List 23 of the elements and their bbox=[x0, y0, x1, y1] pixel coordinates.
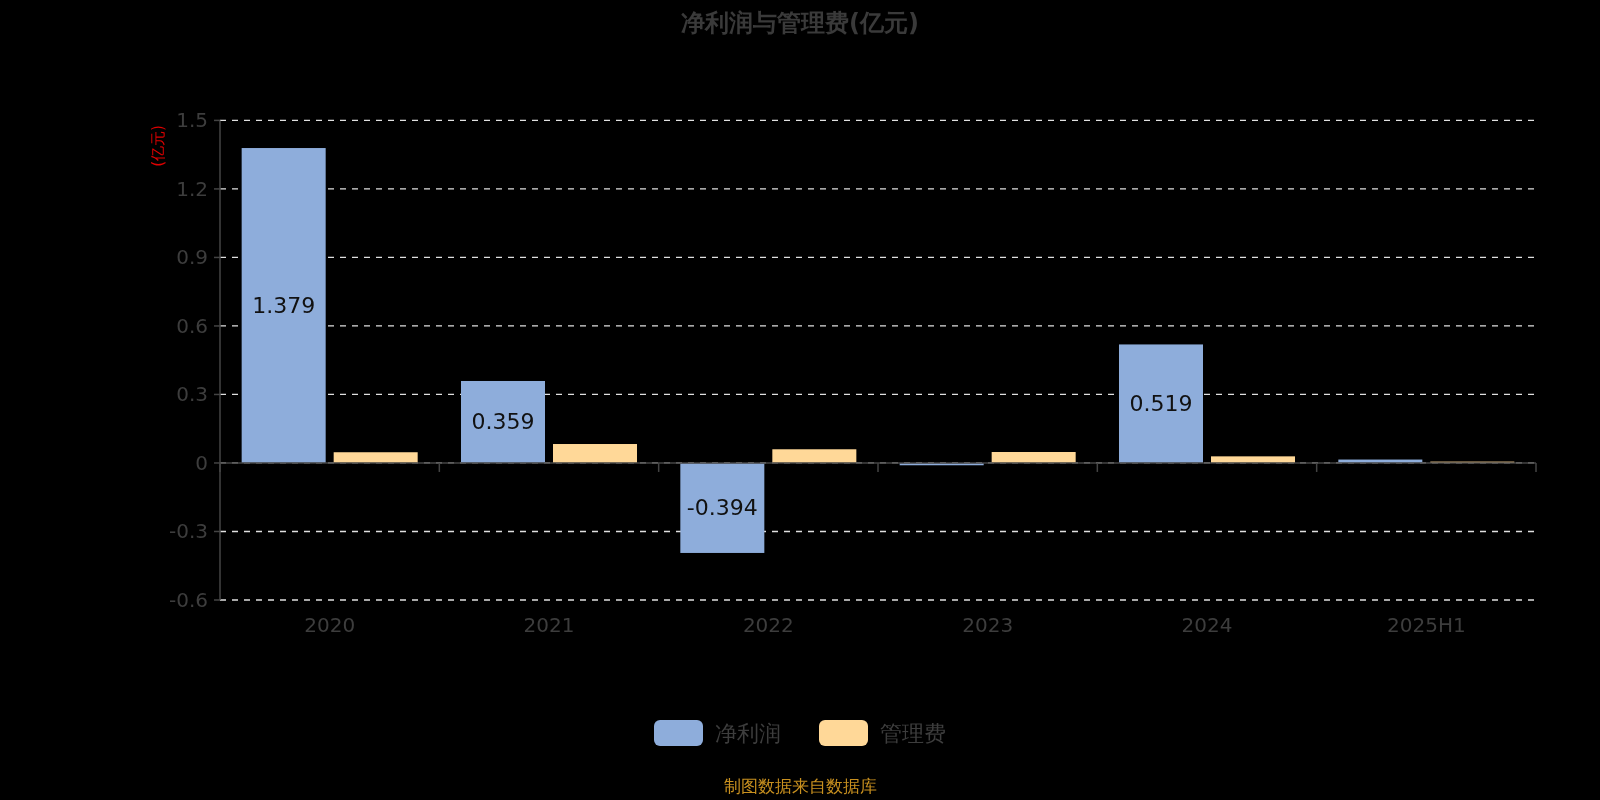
y-tick-label: 1.2 bbox=[176, 176, 208, 201]
value-label: 0.359 bbox=[471, 409, 535, 435]
x-tick-label: 2024 bbox=[1181, 613, 1233, 637]
y-tick-label: 0 bbox=[195, 450, 208, 475]
x-tick-label: 2020 bbox=[304, 613, 356, 637]
legend-label: 管理费 bbox=[880, 720, 946, 746]
value-label: 1.379 bbox=[252, 293, 316, 318]
ylabel: (亿元) bbox=[149, 125, 167, 167]
y-tick-label: 0.9 bbox=[176, 245, 208, 270]
legend-label: 净利润 bbox=[715, 720, 781, 746]
x-tick-label: 2023 bbox=[962, 613, 1014, 637]
y-tick-label: 1.5 bbox=[176, 108, 208, 133]
x-tick-label: 2021 bbox=[523, 613, 575, 637]
y-tick-label: 0.3 bbox=[176, 382, 208, 407]
y-tick-label: -0.6 bbox=[168, 588, 208, 612]
y-tick-label: 0.6 bbox=[176, 313, 208, 338]
value-label: -0.394 bbox=[686, 495, 758, 521]
y-tick-label: -0.3 bbox=[168, 519, 208, 544]
x-tick-label: 2022 bbox=[742, 613, 794, 637]
annotation: 制图数据来自数据库 bbox=[723, 776, 877, 796]
x-tick-label: 2025H1 bbox=[1387, 613, 1466, 637]
title: 净利润与管理费(亿元) bbox=[681, 9, 919, 37]
value-label: 0.519 bbox=[1129, 391, 1193, 417]
